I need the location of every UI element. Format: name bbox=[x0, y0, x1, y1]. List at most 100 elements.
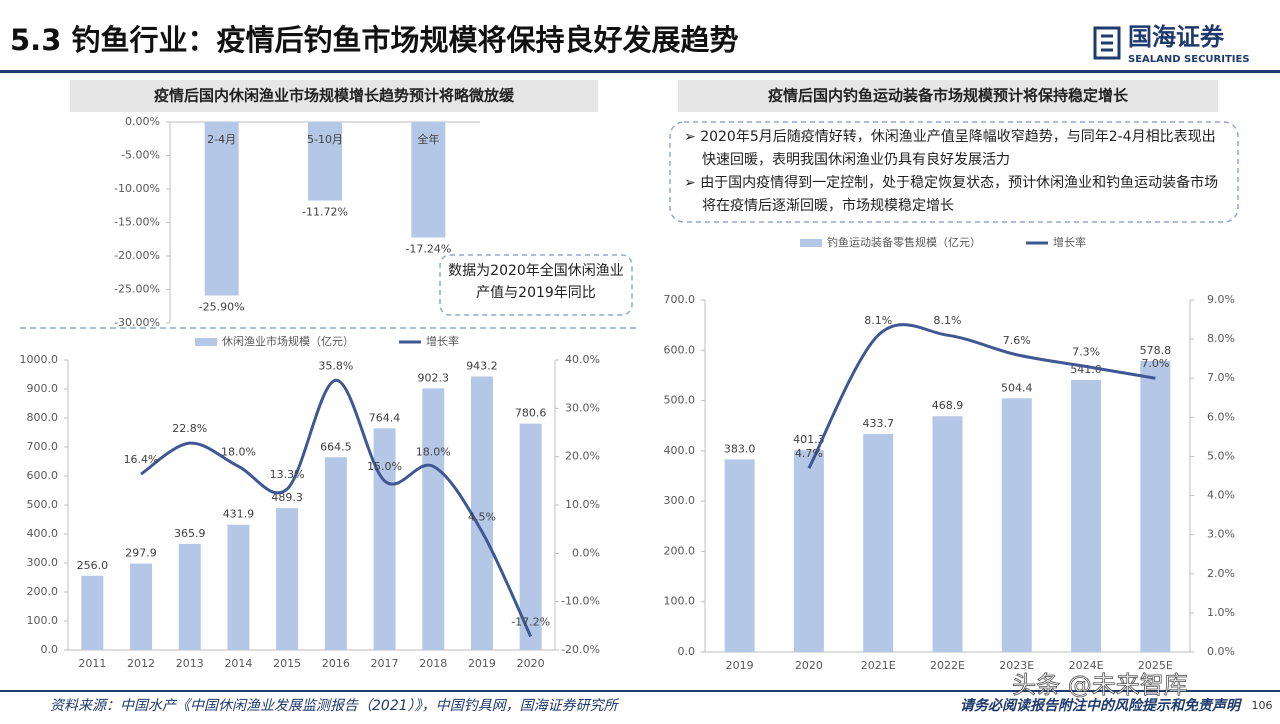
annotation-box bbox=[439, 254, 633, 316]
x-tick-label: 2018 bbox=[419, 657, 447, 670]
data-label: -17.24% bbox=[405, 243, 451, 256]
y2-tick-label: 8.0% bbox=[1207, 332, 1235, 345]
y-tick-label: 700.0 bbox=[664, 293, 696, 306]
y2-tick-label: 0.0% bbox=[572, 546, 600, 559]
x-tick-label: 2021E bbox=[861, 659, 896, 672]
y2-tick-label: 20.0% bbox=[565, 450, 600, 463]
legend-swatch bbox=[800, 239, 822, 247]
x-tick-label: 2023E bbox=[999, 659, 1034, 672]
bar bbox=[1001, 398, 1032, 652]
data-label: 18.0% bbox=[416, 445, 451, 458]
disclaimer: 请务必阅读报告附注中的风险提示和免责声明 bbox=[960, 697, 1243, 714]
notes-list: ➢ 2020年5月后随疫情好转，休闲渔业产值呈降幅收窄趋势，与同年2-4月相比表… bbox=[684, 126, 1229, 218]
note: ➢ 2020年5月后随疫情好转，休闲渔业产值呈降幅收窄趋势，与同年2-4月相比表… bbox=[684, 129, 1216, 168]
data-label: 35.8% bbox=[318, 359, 353, 372]
data-label: -11.72% bbox=[302, 206, 348, 219]
source: 资料来源：中国水产《中国休闲渔业发展监测报告（2021）》，中国钓具网，国海证券… bbox=[50, 698, 620, 714]
data-label: 664.5 bbox=[320, 440, 352, 453]
y2-tick-label: 10.0% bbox=[565, 498, 600, 511]
data-label: 15.0% bbox=[367, 460, 402, 473]
data-label: 4.7% bbox=[795, 447, 823, 460]
annotation-text: 数据为2020年全国休闲渔业产值与2019年同比 bbox=[448, 263, 624, 301]
y-tick-label: 300.0 bbox=[664, 494, 696, 507]
y2-tick-label: 5.0% bbox=[1207, 449, 1235, 462]
y-tick-label: -20.00% bbox=[114, 249, 160, 262]
bar bbox=[470, 376, 493, 650]
x-tick-label: 2022E bbox=[930, 659, 965, 672]
bar bbox=[1140, 360, 1171, 652]
bar bbox=[204, 122, 239, 296]
bar bbox=[178, 543, 201, 650]
data-label: 578.8 bbox=[1140, 344, 1172, 357]
y-tick-label: 600.0 bbox=[27, 469, 59, 482]
logo-text: 国海证券 bbox=[1128, 23, 1225, 51]
legend-label: 休闲渔业市场规模（亿元） bbox=[222, 334, 354, 348]
category-label: 5-10月 bbox=[307, 133, 343, 146]
data-label: 468.9 bbox=[932, 399, 964, 412]
notes: ➢ 2020年5月后随疫情好转，休闲渔业产值呈降幅收窄趋势，与同年2-4月相比表… bbox=[684, 126, 1229, 218]
x-tick-label: 2024E bbox=[1069, 659, 1104, 672]
data-label: 504.4 bbox=[1001, 381, 1033, 394]
y2-tick-label: -20.0% bbox=[561, 643, 600, 656]
x-tick-label: 2011 bbox=[78, 657, 106, 670]
bar bbox=[422, 388, 445, 650]
x-tick-label: 2025E bbox=[1138, 659, 1173, 672]
chart-title: 疫情后国内休闲渔业市场规模增长趋势预计将略微放缓 bbox=[154, 87, 515, 105]
bar bbox=[1071, 379, 1102, 652]
legend-label: 增长率 bbox=[1053, 235, 1086, 249]
line bbox=[807, 323, 1156, 469]
x-tick-label: 2019 bbox=[726, 659, 754, 672]
bar bbox=[308, 122, 342, 201]
data-label: 365.9 bbox=[174, 527, 206, 540]
data-label: 18.0% bbox=[221, 445, 256, 458]
y-tick-label: 0.00% bbox=[125, 115, 160, 128]
bar bbox=[227, 524, 250, 650]
y-tick-label: 200.0 bbox=[664, 544, 696, 557]
watermark: 头条 @未来智库 bbox=[1012, 671, 1188, 699]
x-tick-label: 2016 bbox=[322, 657, 350, 670]
legend-swatch bbox=[195, 338, 217, 346]
note-text: 2020年5月后随疫情好转，休闲渔业产值呈降幅收窄趋势，与同年2-4月相比表现出… bbox=[700, 129, 1216, 168]
data-label: 943.2 bbox=[466, 359, 498, 372]
y-tick-label: 400.0 bbox=[27, 527, 59, 540]
y-tick-label: 500.0 bbox=[27, 498, 59, 511]
data-label: 431.9 bbox=[223, 508, 255, 521]
bar bbox=[724, 459, 755, 652]
bar bbox=[863, 433, 894, 652]
y-tick-label: 100.0 bbox=[27, 614, 59, 627]
note-text: 由于国内疫情得到一定控制，处于稳定恢复状态，预计休闲渔业和钓鱼运动装备市场将在疫… bbox=[700, 175, 1219, 214]
y2-tick-label: 2.0% bbox=[1207, 567, 1235, 580]
y2-tick-label: 1.0% bbox=[1207, 606, 1235, 619]
data-label: 8.1% bbox=[934, 314, 962, 327]
data-label: 7.3% bbox=[1072, 345, 1100, 358]
data-label: 297.9 bbox=[125, 547, 157, 560]
bar bbox=[324, 457, 347, 650]
data-label: 8.1% bbox=[864, 314, 892, 327]
x-tick-label: 2015 bbox=[273, 657, 301, 670]
data-label: 7.6% bbox=[1003, 334, 1031, 347]
category-label: 全年 bbox=[417, 132, 439, 146]
data-label: 401.3 bbox=[793, 433, 825, 446]
y-tick-label: 800.0 bbox=[27, 411, 59, 424]
y-tick-label: 500.0 bbox=[664, 394, 696, 407]
y-tick-label: -10.00% bbox=[114, 182, 160, 195]
y-tick-label: 600.0 bbox=[664, 343, 696, 356]
data-label: 902.3 bbox=[418, 371, 450, 384]
legend-label: 钓鱼运动装备零售规模（亿元） bbox=[827, 235, 981, 249]
y2-tick-label: 30.0% bbox=[565, 401, 600, 414]
bar bbox=[932, 416, 963, 652]
x-tick-label: 2017 bbox=[371, 657, 399, 670]
y2-tick-label: 0.0% bbox=[1207, 645, 1235, 658]
category-label: 2-4月 bbox=[207, 133, 236, 146]
data-label: 13.3% bbox=[270, 468, 305, 481]
x-tick-label: 2020 bbox=[795, 659, 823, 672]
x-tick-label: 2019 bbox=[468, 657, 496, 670]
x-tick-label: 2013 bbox=[176, 657, 204, 670]
y2-tick-label: -10.0% bbox=[561, 595, 600, 608]
x-tick-label: 2012 bbox=[127, 657, 155, 670]
data-label: 383.0 bbox=[724, 442, 756, 455]
y2-tick-label: 40.0% bbox=[565, 353, 600, 366]
data-label: -17.2% bbox=[511, 615, 550, 628]
data-label: 256.0 bbox=[77, 559, 109, 572]
data-label: 7.0% bbox=[1141, 357, 1169, 370]
